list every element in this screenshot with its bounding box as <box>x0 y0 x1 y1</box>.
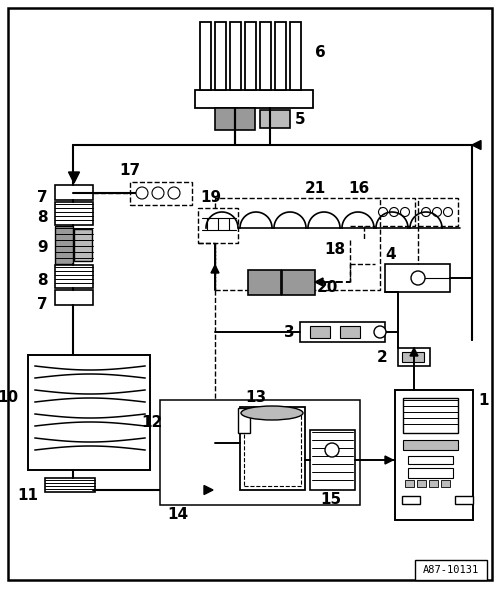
Bar <box>45 478 95 492</box>
Bar <box>375 198 415 226</box>
Ellipse shape <box>390 207 398 216</box>
Text: 8: 8 <box>38 273 48 288</box>
Bar <box>403 398 458 433</box>
Text: 18: 18 <box>324 242 345 257</box>
Bar <box>74 229 92 261</box>
Polygon shape <box>385 456 393 464</box>
Bar <box>402 352 424 362</box>
Ellipse shape <box>378 207 388 216</box>
Text: 15: 15 <box>320 492 341 507</box>
Bar <box>310 430 355 490</box>
Bar <box>55 202 93 225</box>
Bar <box>238 408 250 433</box>
Text: 13: 13 <box>245 390 266 405</box>
Text: 1: 1 <box>478 393 488 408</box>
Bar <box>455 496 473 504</box>
Bar <box>385 264 450 292</box>
Bar <box>55 185 93 200</box>
Bar <box>405 480 414 487</box>
Bar <box>300 322 385 342</box>
Bar <box>55 265 93 288</box>
Text: 21: 21 <box>305 181 326 196</box>
Text: 19: 19 <box>200 190 221 205</box>
Text: 3: 3 <box>284 325 295 340</box>
Ellipse shape <box>152 187 164 199</box>
Text: 7: 7 <box>38 297 48 312</box>
Ellipse shape <box>422 207 430 216</box>
Ellipse shape <box>432 207 442 216</box>
Polygon shape <box>211 265 219 273</box>
Text: 6: 6 <box>315 45 326 60</box>
Bar <box>417 480 426 487</box>
Bar <box>403 440 458 450</box>
Text: 14: 14 <box>167 507 188 522</box>
Ellipse shape <box>168 187 180 199</box>
Bar <box>429 480 438 487</box>
Bar <box>215 108 255 130</box>
Bar <box>248 270 281 295</box>
Text: 9: 9 <box>38 240 48 255</box>
Ellipse shape <box>400 207 409 216</box>
Ellipse shape <box>325 443 339 457</box>
Bar <box>282 270 315 295</box>
Bar <box>398 348 430 366</box>
Polygon shape <box>315 278 323 286</box>
Text: 10: 10 <box>0 390 18 405</box>
Bar <box>290 22 301 90</box>
Bar <box>418 198 458 226</box>
Text: 2: 2 <box>378 350 388 365</box>
Bar <box>215 198 380 290</box>
Bar <box>55 226 73 264</box>
Text: 16: 16 <box>349 181 370 196</box>
Bar <box>198 208 238 243</box>
Polygon shape <box>68 172 80 183</box>
Bar <box>175 408 215 488</box>
Bar <box>350 240 378 278</box>
Bar <box>230 22 241 90</box>
Bar <box>415 560 487 580</box>
Bar <box>441 480 450 487</box>
Text: 5: 5 <box>295 112 306 127</box>
Ellipse shape <box>136 187 148 199</box>
Bar <box>310 326 330 338</box>
Polygon shape <box>472 141 481 150</box>
Ellipse shape <box>444 207 452 216</box>
Bar <box>395 390 473 520</box>
Bar <box>55 290 93 305</box>
Text: 12: 12 <box>142 415 163 430</box>
Bar <box>240 407 305 490</box>
Text: 11: 11 <box>17 488 38 503</box>
Text: A87-10131: A87-10131 <box>423 565 479 575</box>
Bar <box>160 400 360 505</box>
Polygon shape <box>410 348 418 356</box>
Bar <box>402 496 420 504</box>
Bar <box>245 22 256 90</box>
Bar <box>275 22 286 90</box>
Bar <box>408 456 453 464</box>
Ellipse shape <box>411 271 425 285</box>
Bar <box>244 411 301 486</box>
Bar <box>195 90 313 108</box>
Text: 8: 8 <box>38 210 48 225</box>
Polygon shape <box>204 486 213 495</box>
Bar <box>130 182 192 205</box>
Bar <box>260 22 271 90</box>
Bar <box>340 326 360 338</box>
Text: 17: 17 <box>120 163 141 178</box>
Bar <box>200 22 211 90</box>
Ellipse shape <box>374 326 386 338</box>
Text: 7: 7 <box>38 190 48 205</box>
Text: 20: 20 <box>317 280 338 295</box>
Bar <box>215 435 237 449</box>
Text: 4: 4 <box>385 247 396 262</box>
Bar <box>28 355 150 470</box>
Bar <box>408 468 453 478</box>
Bar <box>215 22 226 90</box>
Ellipse shape <box>241 406 303 420</box>
Bar <box>260 110 290 128</box>
